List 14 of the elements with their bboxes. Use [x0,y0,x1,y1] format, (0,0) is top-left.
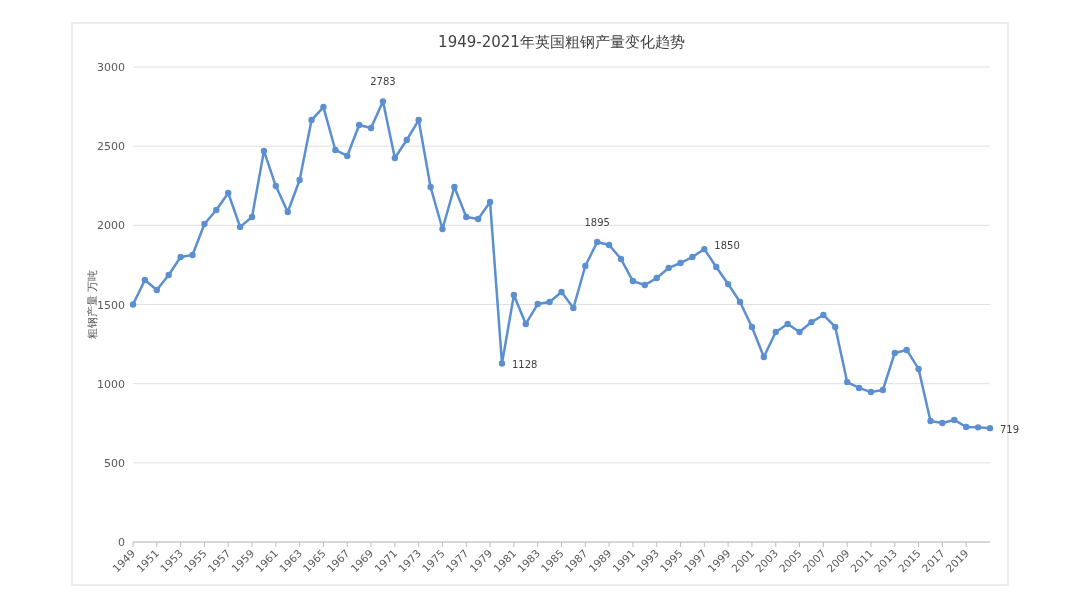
y-tick-label: 500 [104,456,125,470]
y-tick-label: 3000 [97,61,125,74]
chart-title: 1949-2021年英国粗钢产量变化趋势 [438,33,685,51]
annotation: 1128 [511,359,538,371]
annotation: 719 [1000,424,1020,436]
y-axis-title: 粗钢产量 万吨 [86,269,99,340]
y-tick-label: 0 [118,536,125,549]
annotation: 1850 [714,240,740,252]
y-tick-label: 2500 [97,140,125,154]
y-tick-label: 1500 [97,298,125,312]
annotation: 2783 [370,76,396,88]
y-tick-label: 2000 [97,219,125,233]
y-tick-label: 1000 [97,377,125,391]
annotation: 1895 [584,216,610,228]
